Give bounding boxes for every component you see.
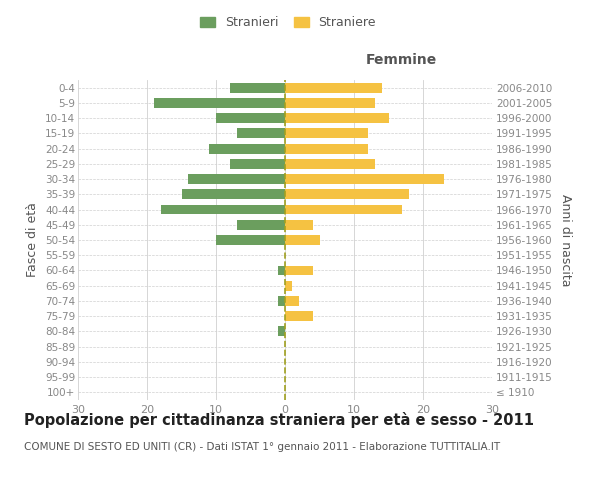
Text: Femmine: Femmine [365,53,437,67]
Bar [188,174,285,184]
Bar [237,128,285,138]
Legend: Stranieri, Straniere: Stranieri, Straniere [195,11,381,34]
Bar [285,82,382,92]
Bar [285,144,368,154]
Bar [285,220,313,230]
Bar [285,311,313,321]
Bar [285,204,402,214]
Bar [230,82,285,92]
Bar [216,113,285,123]
Y-axis label: Fasce di età: Fasce di età [26,202,40,278]
Bar [278,326,285,336]
Bar [285,296,299,306]
Bar [278,266,285,276]
Bar [230,159,285,169]
Bar [182,190,285,199]
Bar [154,98,285,108]
Bar [285,266,313,276]
Bar [285,159,374,169]
Bar [285,235,320,245]
Bar [285,190,409,199]
Bar [285,113,389,123]
Y-axis label: Anni di nascita: Anni di nascita [559,194,572,286]
Bar [285,128,368,138]
Bar [209,144,285,154]
Bar [278,296,285,306]
Bar [161,204,285,214]
Text: COMUNE DI SESTO ED UNITI (CR) - Dati ISTAT 1° gennaio 2011 - Elaborazione TUTTIT: COMUNE DI SESTO ED UNITI (CR) - Dati IST… [24,442,500,452]
Bar [285,281,292,290]
Text: Popolazione per cittadinanza straniera per età e sesso - 2011: Popolazione per cittadinanza straniera p… [24,412,534,428]
Bar [216,235,285,245]
Bar [285,98,374,108]
Bar [285,174,443,184]
Bar [237,220,285,230]
